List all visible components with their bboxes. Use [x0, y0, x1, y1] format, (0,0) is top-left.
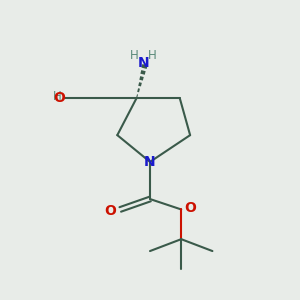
Text: N: N	[138, 56, 149, 70]
Text: H: H	[53, 90, 62, 103]
Text: O: O	[53, 91, 65, 105]
Text: O: O	[184, 201, 196, 215]
Text: H: H	[148, 49, 157, 62]
Text: O: O	[104, 204, 116, 218]
Text: H: H	[130, 49, 139, 62]
Text: N: N	[144, 155, 156, 169]
